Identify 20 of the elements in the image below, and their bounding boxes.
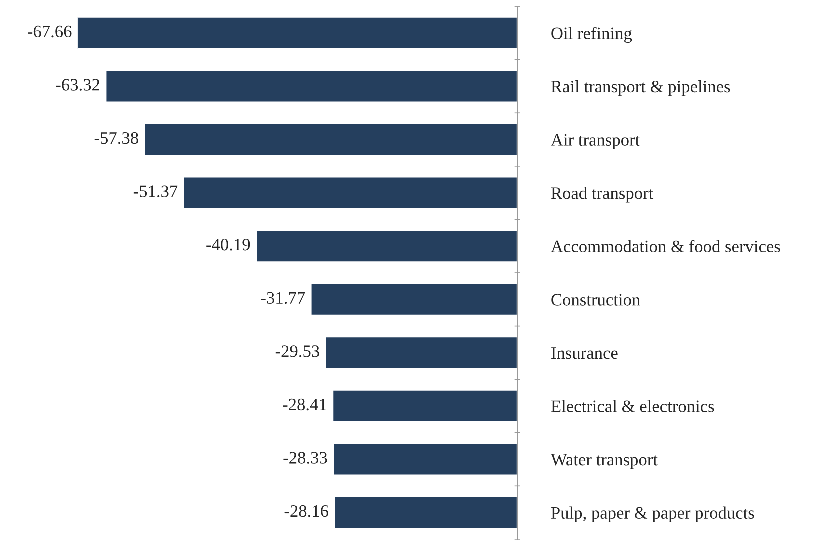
data-label: -28.33 [284,452,328,464]
y-tick-label: Construction [552,294,640,306]
y-tick-label: Accommodation & food services [551,240,780,253]
data-label: -67.66 [28,26,72,38]
data-label: -63.32 [56,79,100,91]
data-label: -28.16 [284,505,328,518]
y-tick-label: Rail transport & pipelines [551,80,730,96]
y-tick-label: Air transport [551,134,640,150]
data-label: -31.77 [261,292,306,304]
y-tick-label: Road transport [551,187,654,203]
data-label: -29.53 [276,346,320,358]
data-label: -40.19 [206,238,250,251]
data-label: -28.41 [283,398,326,411]
data-label: -51.37 [134,186,178,198]
y-tick-label: Electrical & electronics [551,400,714,412]
y-tick-label: Pulp, paper & paper products [551,506,754,523]
y-tick-label: Water transport [550,454,658,470]
data-label: -57.38 [94,132,138,144]
y-tick-label: Insurance [552,348,618,360]
y-tick-label: Oil refining [552,27,632,44]
